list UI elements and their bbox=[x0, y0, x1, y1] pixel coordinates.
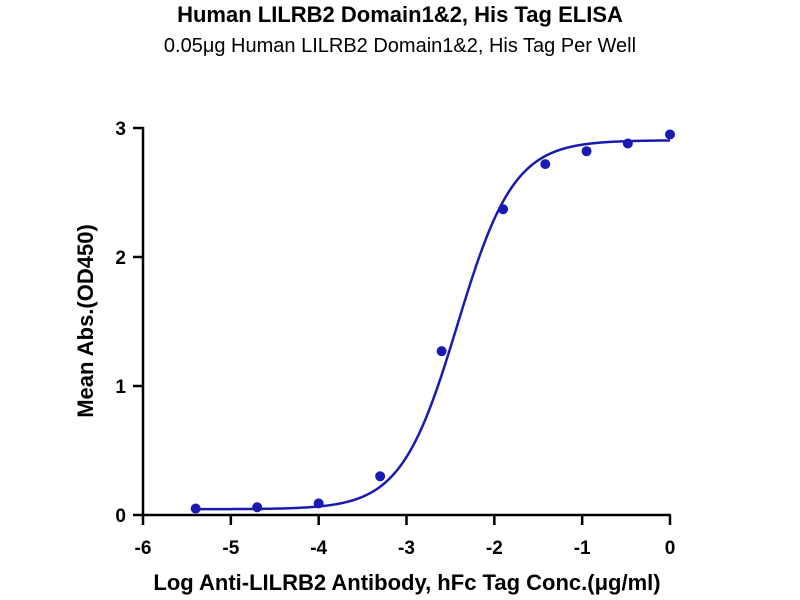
data-point bbox=[665, 129, 675, 140]
x-tick-label: -1 bbox=[574, 538, 591, 559]
data-point bbox=[252, 502, 263, 513]
data-point bbox=[190, 503, 201, 514]
fit-curve-layer bbox=[195, 139, 671, 511]
y-tick-label: 1 bbox=[115, 377, 126, 398]
data-point bbox=[375, 471, 386, 482]
axes: -6 -5 -4 -3 -2 -1 0 0 1 2 3 bbox=[115, 119, 675, 559]
data-point bbox=[581, 146, 592, 157]
data-point bbox=[622, 138, 633, 149]
x-axis-label: Log Anti-LILRB2 Antibody, hFc Tag Conc.(… bbox=[153, 570, 660, 595]
y-tick-label: 2 bbox=[115, 248, 126, 269]
x-tick-label: -6 bbox=[135, 538, 152, 559]
y-axis-label: Mean Abs.(OD450) bbox=[73, 224, 98, 418]
y-tick-label: 0 bbox=[115, 506, 126, 527]
fit-curve bbox=[195, 139, 671, 511]
chart-title: Human LILRB2 Domain1&2, His Tag ELISA bbox=[177, 2, 623, 27]
x-tick-label: -4 bbox=[310, 538, 327, 559]
data-point bbox=[540, 159, 551, 170]
data-points bbox=[190, 129, 675, 514]
data-point bbox=[436, 346, 447, 357]
x-tick-label: -2 bbox=[486, 538, 503, 559]
x-tick-label: 0 bbox=[665, 538, 676, 559]
x-tick-label: -5 bbox=[222, 538, 239, 559]
x-tick-label: -3 bbox=[398, 538, 415, 559]
data-point bbox=[313, 498, 324, 509]
data-point bbox=[498, 204, 509, 215]
chart-subtitle: 0.05μg Human LILRB2 Domain1&2, His Tag P… bbox=[163, 35, 637, 57]
y-tick-label: 3 bbox=[115, 119, 126, 140]
